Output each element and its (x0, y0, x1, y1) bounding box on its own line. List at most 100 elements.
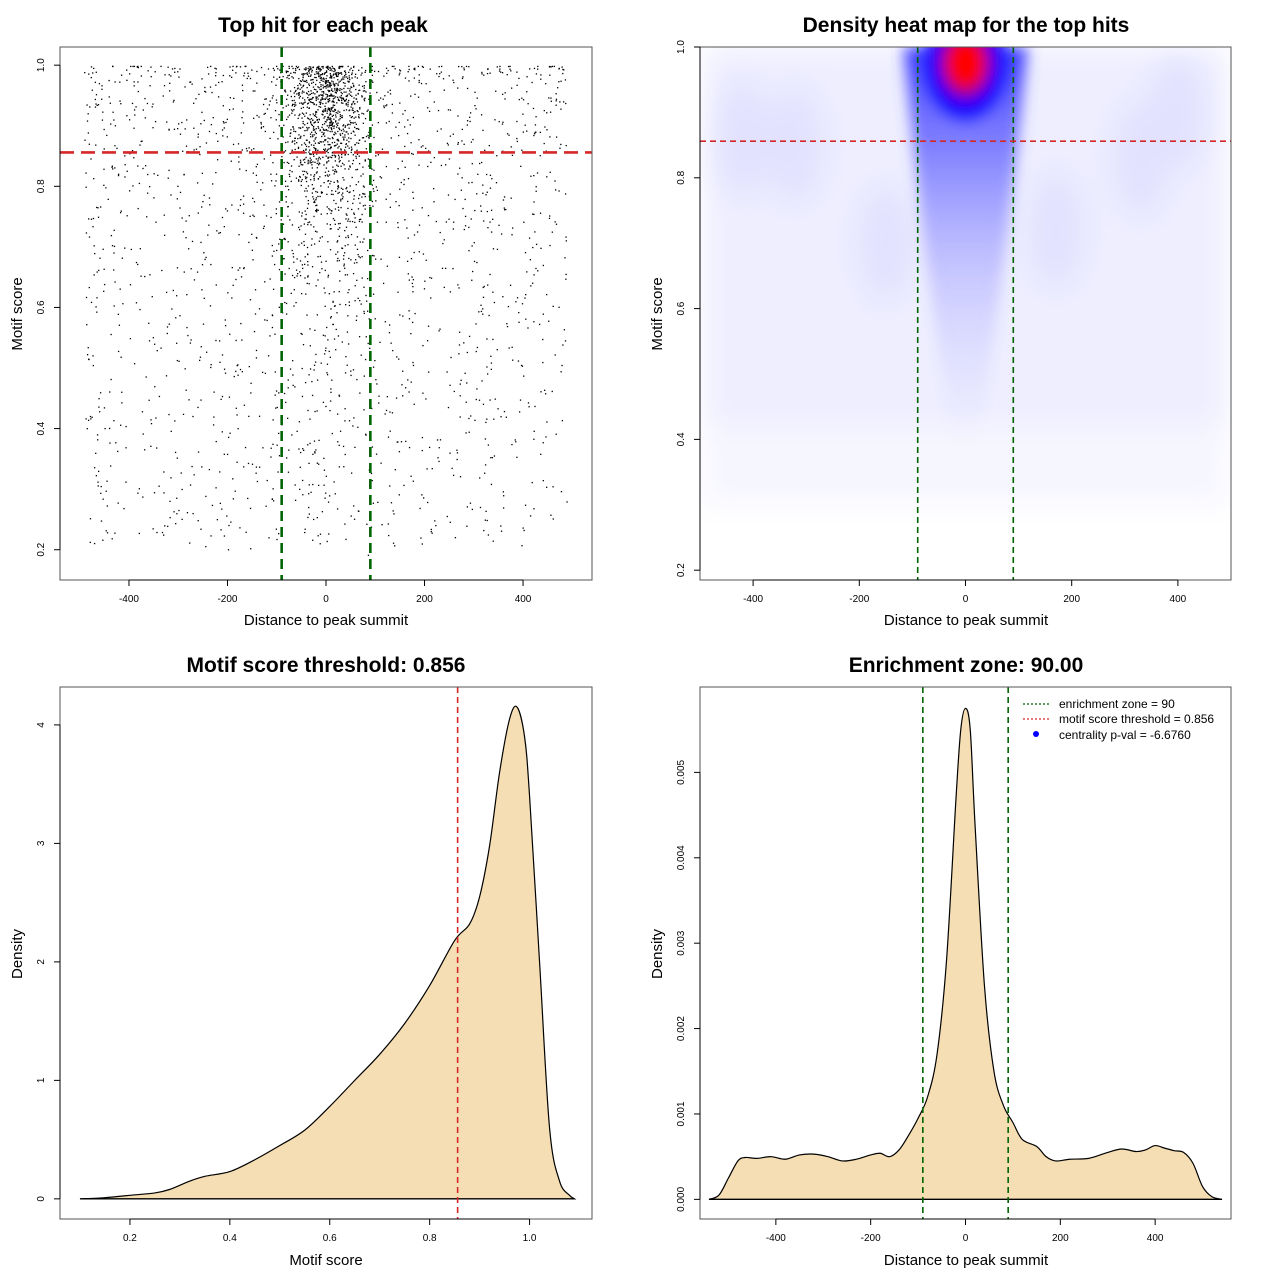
scatter-point (185, 220, 187, 222)
scatter-point (316, 379, 319, 381)
scatter-point (325, 405, 327, 408)
scatter-point (131, 102, 134, 105)
scatter-point (296, 156, 298, 158)
scatter-point (522, 527, 524, 529)
x-axis-label: Distance to peak summit (244, 612, 409, 629)
scatter-point (373, 255, 375, 257)
scatter-point (177, 71, 179, 73)
scatter-point (95, 103, 97, 105)
scatter-point (466, 124, 469, 126)
scatter-point (311, 69, 313, 72)
scatter-point (430, 530, 432, 533)
x-tick-label: -200 (861, 1233, 881, 1244)
scatter-point (319, 271, 321, 274)
scatter-point (270, 216, 272, 219)
scatter-point (487, 227, 489, 229)
scatter-point (335, 171, 338, 173)
scatter-point (298, 175, 301, 178)
scatter-point (485, 194, 487, 196)
scatter-point (302, 126, 304, 128)
scatter-point (540, 78, 542, 80)
scatter-point (332, 300, 334, 303)
scatter-point (373, 190, 375, 193)
scatter-point (294, 140, 296, 142)
scatter-point (327, 160, 330, 162)
scatter-point (237, 428, 239, 430)
scatter-point (339, 280, 341, 282)
scatter-point (156, 531, 158, 534)
scatter-point (324, 72, 327, 74)
scatter-point (90, 301, 93, 304)
scatter-point (284, 89, 286, 91)
scatter-point (89, 106, 91, 108)
scatter-point (488, 144, 490, 147)
scatter-point (390, 342, 392, 344)
scatter-point (212, 424, 215, 426)
scatter-point (376, 189, 379, 192)
scatter-point (179, 191, 182, 194)
scatter-point (371, 124, 374, 126)
scatter-point (144, 165, 147, 167)
scatter-point (440, 65, 443, 68)
scatter-point (555, 223, 558, 225)
scatter-point (309, 162, 311, 164)
scatter-point (351, 220, 354, 223)
scatter-point (345, 188, 347, 190)
scatter-point (323, 85, 325, 88)
scatter-point (321, 268, 323, 270)
scatter-point (239, 527, 241, 529)
scatter-point (321, 511, 324, 513)
scatter-point (409, 124, 411, 126)
scatter-point (313, 134, 315, 136)
scatter-point (301, 144, 303, 146)
x-tick-label: 200 (1063, 594, 1080, 605)
x-tick-label: 0.2 (123, 1233, 137, 1244)
scatter-point (333, 97, 336, 99)
scatter-point (197, 406, 199, 409)
scatter-point (536, 172, 539, 174)
scatter-point (397, 168, 399, 170)
scatter-point (516, 137, 518, 140)
scatter-point (506, 133, 509, 135)
scatter-point (307, 253, 309, 256)
scatter-point (235, 339, 237, 342)
scatter-point (347, 101, 349, 103)
scatter-point (288, 67, 290, 70)
scatter-point (329, 95, 331, 97)
scatter-point (356, 142, 358, 144)
scatter-point (450, 356, 452, 359)
scatter-point (319, 129, 321, 131)
scatter-point (389, 89, 391, 91)
scatter-point (307, 275, 309, 277)
scatter-point (305, 148, 307, 150)
scatter-point (342, 102, 344, 104)
scatter-point (258, 116, 260, 118)
scatter-point (319, 176, 321, 178)
scatter-point (343, 149, 346, 151)
scatter-point (128, 190, 131, 192)
scatter-point (348, 168, 350, 170)
scatter-point (404, 126, 406, 128)
scatter-point (103, 290, 105, 292)
scatter-point (315, 158, 317, 160)
scatter-point (271, 81, 273, 83)
scatter-point (306, 103, 309, 105)
scatter-point (543, 109, 545, 112)
scatter-point (560, 80, 562, 82)
scatter-point (326, 193, 328, 196)
scatter-point (90, 218, 93, 220)
scatter-point (539, 212, 542, 214)
scatter-point (379, 341, 381, 344)
scatter-point (371, 184, 374, 186)
scatter-point (308, 84, 311, 87)
scatter-point (187, 334, 189, 337)
scatter-point (118, 324, 121, 326)
scatter-point (171, 308, 173, 310)
scatter-point (335, 120, 337, 122)
scatter-point (346, 190, 348, 192)
x-tick-label: -400 (743, 594, 763, 605)
scatter-point (324, 335, 326, 337)
scatter-point (139, 248, 141, 250)
scatter-point (300, 127, 302, 129)
scatter-point (333, 481, 335, 483)
